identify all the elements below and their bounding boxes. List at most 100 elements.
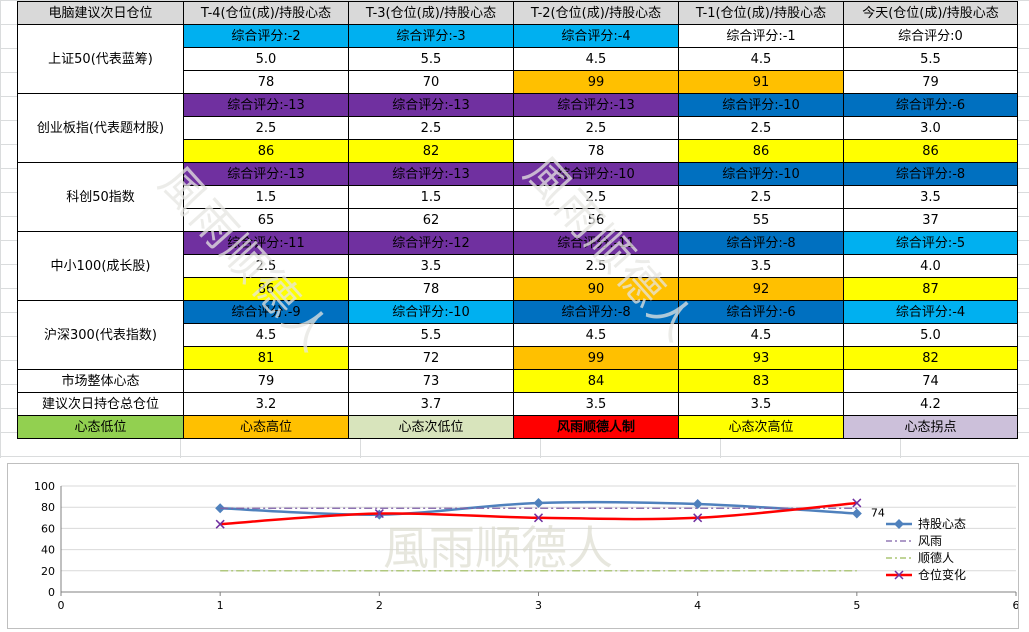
position-cell[interactable]: 3.0 [843,116,1018,140]
index-name[interactable]: 创业板指(代表题材股) [17,93,184,163]
position-cell[interactable]: 5.5 [348,323,514,347]
mood-cell[interactable]: 81 [183,346,349,370]
mood-cell[interactable]: 86 [678,139,844,163]
line-chart[interactable]: 0204060801000123450123456風雨顺德人74持股心态风雨顺德… [7,463,1028,629]
position-cell[interactable]: 4.5 [678,323,844,347]
market-cell[interactable]: 79 [183,369,349,393]
mood-cell[interactable]: 65 [183,208,349,232]
legend-cell[interactable]: 心态次高位 [678,415,844,439]
mood-cell[interactable]: 93 [678,346,844,370]
position-cell[interactable]: 2.5 [678,185,844,209]
total-cell[interactable]: 3.5 [513,392,679,416]
mood-cell[interactable]: 91 [678,70,844,94]
score-cell[interactable]: 综合评分:-10 [678,162,844,186]
score-cell[interactable]: 综合评分:-12 [348,231,514,255]
mood-cell[interactable]: 86 [183,277,349,301]
score-cell[interactable]: 综合评分:-4 [513,24,679,48]
score-cell[interactable]: 综合评分:-9 [183,300,349,324]
position-cell[interactable]: 5.5 [843,47,1018,71]
header-cell[interactable]: T-3(仓位(成)/持股心态 [348,1,514,25]
mood-cell[interactable]: 62 [348,208,514,232]
position-cell[interactable]: 1.5 [183,185,349,209]
total-cell[interactable]: 3.5 [678,392,844,416]
market-cell[interactable]: 84 [513,369,679,393]
score-cell[interactable]: 综合评分:-11 [183,231,349,255]
mood-cell[interactable]: 99 [513,70,679,94]
position-cell[interactable]: 2.5 [183,116,349,140]
mood-cell[interactable]: 82 [843,346,1018,370]
score-cell[interactable]: 综合评分:-13 [183,162,349,186]
position-cell[interactable]: 4.5 [183,323,349,347]
position-cell[interactable]: 5.0 [843,323,1018,347]
score-cell[interactable]: 综合评分:-13 [513,93,679,117]
position-cell[interactable]: 5.5 [348,47,514,71]
score-cell[interactable]: 综合评分:-2 [183,24,349,48]
score-cell[interactable]: 综合评分:-3 [348,24,514,48]
position-cell[interactable]: 4.5 [678,47,844,71]
mood-cell[interactable]: 79 [843,70,1018,94]
score-cell[interactable]: 综合评分:-13 [183,93,349,117]
market-cell[interactable]: 73 [348,369,514,393]
header-corner[interactable]: 电脑建议次日仓位 [17,1,184,25]
position-cell[interactable]: 3.5 [678,254,844,278]
index-name[interactable]: 沪深300(代表指数) [17,300,184,370]
index-name[interactable]: 科创50指数 [17,162,184,232]
total-label[interactable]: 建议次日持仓总仓位 [17,392,184,416]
mood-cell[interactable]: 70 [348,70,514,94]
score-cell[interactable]: 综合评分:-5 [843,231,1018,255]
position-cell[interactable]: 2.5 [678,116,844,140]
mood-cell[interactable]: 87 [843,277,1018,301]
legend-cell[interactable]: 心态低位 [17,415,184,439]
score-cell[interactable]: 综合评分:-8 [513,300,679,324]
mood-cell[interactable]: 56 [513,208,679,232]
score-cell[interactable]: 综合评分:-6 [843,93,1018,117]
header-cell[interactable]: T-4(仓位(成)/持股心态 [183,1,349,25]
total-cell[interactable]: 3.7 [348,392,514,416]
score-cell[interactable]: 综合评分:-1 [678,24,844,48]
mood-cell[interactable]: 86 [183,139,349,163]
legend-cell[interactable]: 风雨顺德人制 [513,415,679,439]
mood-cell[interactable]: 90 [513,277,679,301]
score-cell[interactable]: 综合评分:-10 [348,300,514,324]
score-cell[interactable]: 综合评分:-13 [348,93,514,117]
position-cell[interactable]: 3.5 [348,254,514,278]
index-name[interactable]: 上证50(代表蓝筹) [17,24,184,94]
market-cell[interactable]: 74 [843,369,1018,393]
total-cell[interactable]: 4.2 [843,392,1018,416]
mood-cell[interactable]: 78 [513,139,679,163]
score-cell[interactable]: 综合评分:-4 [843,300,1018,324]
legend-cell[interactable]: 心态次低位 [348,415,514,439]
score-cell[interactable]: 综合评分:-6 [678,300,844,324]
position-cell[interactable]: 1.5 [348,185,514,209]
position-cell[interactable]: 2.5 [513,254,679,278]
market-label[interactable]: 市场整体心态 [17,369,184,393]
legend-cell[interactable]: 心态高位 [183,415,349,439]
position-cell[interactable]: 2.5 [183,254,349,278]
mood-cell[interactable]: 55 [678,208,844,232]
position-cell[interactable]: 5.0 [183,47,349,71]
header-cell[interactable]: 今天(仓位(成)/持股心态 [843,1,1018,25]
mood-cell[interactable]: 86 [843,139,1018,163]
mood-cell[interactable]: 99 [513,346,679,370]
position-cell[interactable]: 3.5 [843,185,1018,209]
position-cell[interactable]: 2.5 [513,185,679,209]
score-cell[interactable]: 综合评分:-8 [843,162,1018,186]
market-cell[interactable]: 83 [678,369,844,393]
position-cell[interactable]: 2.5 [513,116,679,140]
position-cell[interactable]: 4.0 [843,254,1018,278]
index-name[interactable]: 中小100(成长股) [17,231,184,301]
score-cell[interactable]: 综合评分:0 [843,24,1018,48]
score-cell[interactable]: 综合评分:-13 [348,162,514,186]
score-cell[interactable]: 综合评分:-10 [678,93,844,117]
position-cell[interactable]: 2.5 [348,116,514,140]
mood-cell[interactable]: 78 [348,277,514,301]
header-cell[interactable]: T-2(仓位(成)/持股心态 [513,1,679,25]
mood-cell[interactable]: 72 [348,346,514,370]
mood-cell[interactable]: 82 [348,139,514,163]
position-cell[interactable]: 4.5 [513,47,679,71]
legend-cell[interactable]: 心态拐点 [843,415,1018,439]
mood-cell[interactable]: 78 [183,70,349,94]
score-cell[interactable]: 综合评分:-11 [513,231,679,255]
score-cell[interactable]: 综合评分:-10 [513,162,679,186]
position-cell[interactable]: 4.5 [513,323,679,347]
